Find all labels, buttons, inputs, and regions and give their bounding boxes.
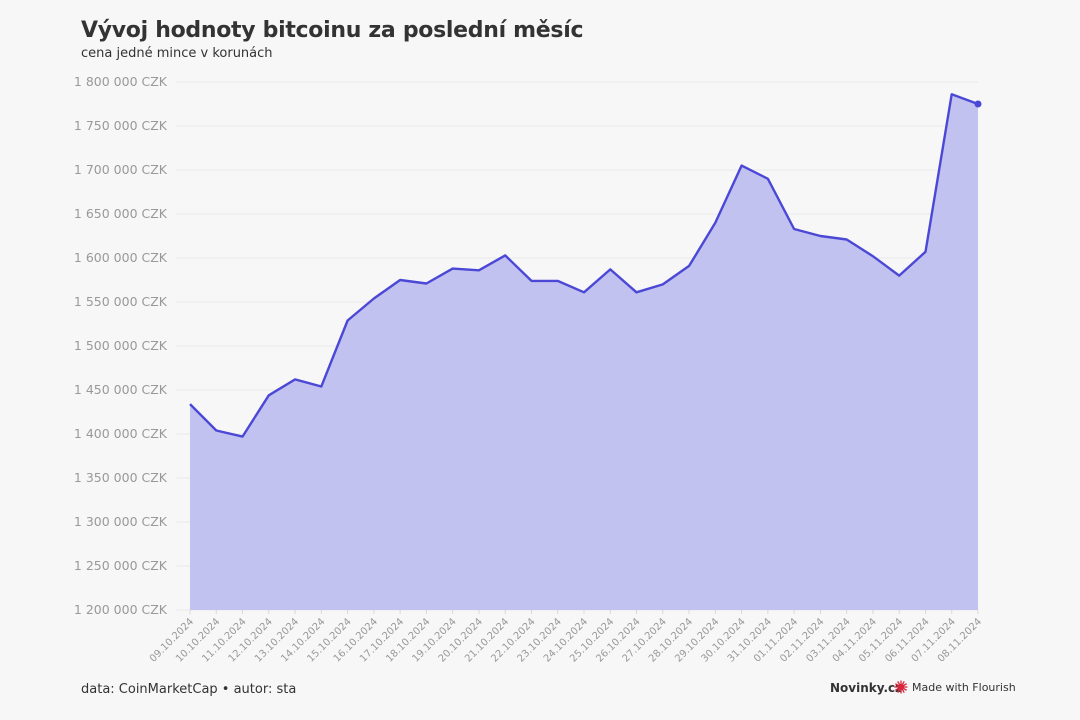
- data-point[interactable]: [818, 234, 823, 239]
- data-point[interactable]: [974, 100, 982, 108]
- data-point[interactable]: [529, 278, 534, 283]
- made-with-flourish[interactable]: Made with Flourish: [894, 680, 1016, 694]
- data-point[interactable]: [371, 296, 376, 301]
- data-point[interactable]: [345, 318, 350, 323]
- data-point[interactable]: [634, 290, 639, 295]
- data-point[interactable]: [450, 266, 455, 271]
- y-tick-label: 1 800 000 CZK: [74, 74, 168, 89]
- x-axis: 09.10.202410.10.202411.10.202412.10.2024…: [148, 610, 984, 665]
- data-point[interactable]: [266, 393, 271, 398]
- y-tick-label: 1 500 000 CZK: [74, 338, 168, 353]
- chart-title: Vývoj hodnoty bitcoinu za poslední měsíc: [81, 18, 584, 43]
- y-tick-label: 1 600 000 CZK: [74, 250, 168, 265]
- brand-logo[interactable]: Novinky.cz: [830, 681, 903, 695]
- data-point[interactable]: [503, 253, 508, 258]
- data-point[interactable]: [844, 237, 849, 242]
- data-point[interactable]: [792, 226, 797, 231]
- series-line: [189, 93, 979, 438]
- data-point[interactable]: [476, 268, 481, 273]
- data-point[interactable]: [765, 176, 770, 181]
- data-point[interactable]: [660, 282, 665, 287]
- made-with-label: Made with Flourish: [912, 680, 1016, 694]
- y-tick-label: 1 450 000 CZK: [74, 382, 168, 397]
- y-tick-label: 1 400 000 CZK: [74, 426, 168, 441]
- y-tick-label: 1 200 000 CZK: [74, 602, 168, 617]
- y-axis: 1 200 000 CZK 1 250 000 CZK 1 300 000 CZK 1…: [74, 74, 168, 617]
- y-tick-label: 1 300 000 CZK: [74, 514, 168, 529]
- data-point[interactable]: [293, 377, 298, 382]
- data-point[interactable]: [870, 254, 875, 259]
- data-point[interactable]: [608, 267, 613, 272]
- y-tick-label: 1 550 000 CZK: [74, 294, 168, 309]
- data-point[interactable]: [582, 290, 587, 295]
- data-point[interactable]: [897, 273, 902, 278]
- chart-subtitle: cena jedné mince v korunách: [81, 46, 273, 61]
- y-tick-label: 1 350 000 CZK: [74, 470, 168, 485]
- data-point[interactable]: [923, 249, 928, 254]
- data-point[interactable]: [555, 278, 560, 283]
- data-point[interactable]: [188, 402, 193, 407]
- footer-source: data: CoinMarketCap • autor: sta: [81, 682, 297, 697]
- flourish-icon: [894, 680, 908, 694]
- data-point[interactable]: [949, 92, 954, 97]
- y-tick-label: 1 650 000 CZK: [74, 206, 168, 221]
- data-point[interactable]: [739, 163, 744, 168]
- area-fill: [190, 94, 978, 611]
- data-point[interactable]: [687, 263, 692, 268]
- data-point[interactable]: [214, 428, 219, 433]
- data-points: [188, 92, 982, 439]
- y-tick-label: 1 700 000 CZK: [74, 162, 168, 177]
- data-point[interactable]: [398, 278, 403, 283]
- data-point[interactable]: [319, 384, 324, 389]
- data-point[interactable]: [424, 281, 429, 286]
- data-point[interactable]: [240, 434, 245, 439]
- y-tick-label: 1 750 000 CZK: [74, 118, 168, 133]
- y-tick-label: 1 250 000 CZK: [74, 558, 168, 573]
- data-point[interactable]: [713, 220, 718, 225]
